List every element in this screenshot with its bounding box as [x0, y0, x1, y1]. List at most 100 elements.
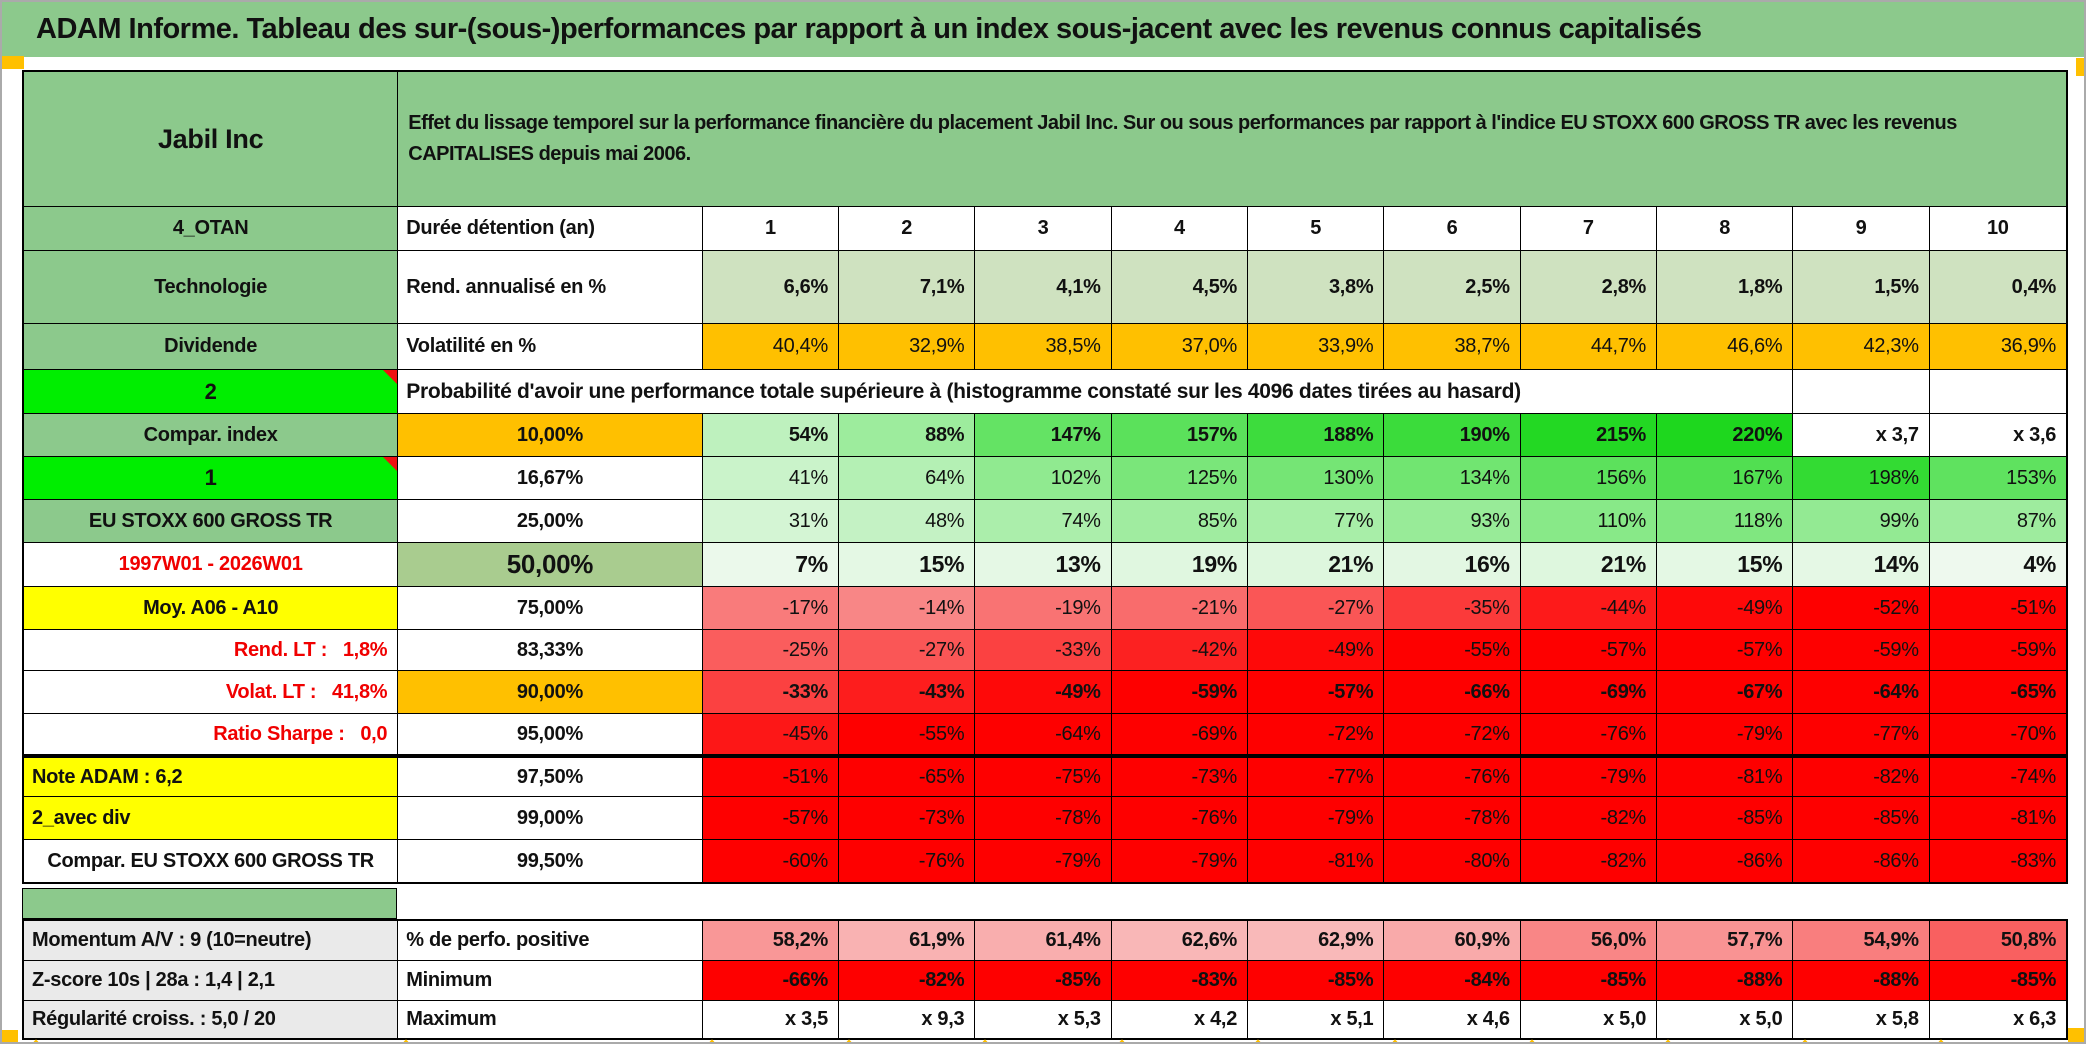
- value-cell[interactable]: 62,9%: [1248, 921, 1385, 961]
- value-cell[interactable]: -51%: [1929, 587, 2066, 630]
- value-cell[interactable]: 2: [839, 207, 976, 251]
- value-cell[interactable]: -33%: [702, 671, 839, 714]
- value-cell[interactable]: 32,9%: [838, 324, 976, 370]
- row-label-cell[interactable]: Technologie: [24, 251, 399, 324]
- value-cell[interactable]: 13%: [975, 543, 1112, 587]
- value-cell[interactable]: -57%: [702, 797, 839, 840]
- value-cell[interactable]: 16%: [1384, 543, 1521, 587]
- value-cell[interactable]: -60%: [702, 840, 839, 882]
- value-cell[interactable]: 48%: [838, 500, 976, 543]
- value-cell[interactable]: -85%: [1929, 961, 2066, 1001]
- threshold-cell[interactable]: 50,00%: [398, 543, 703, 587]
- value-cell[interactable]: 118%: [1657, 500, 1794, 543]
- value-cell[interactable]: 110%: [1520, 500, 1658, 543]
- value-cell[interactable]: -51%: [702, 755, 839, 797]
- value-cell[interactable]: -59%: [1793, 630, 1930, 671]
- value-cell[interactable]: 15%: [838, 543, 976, 587]
- value-cell[interactable]: -88%: [1793, 961, 1930, 1001]
- value-cell[interactable]: 1,8%: [1657, 251, 1794, 324]
- value-cell[interactable]: -86%: [1793, 840, 1930, 882]
- value-cell[interactable]: 61,9%: [838, 921, 976, 961]
- value-cell[interactable]: 6,6%: [702, 251, 839, 324]
- value-cell[interactable]: -67%: [1657, 671, 1794, 714]
- value-cell[interactable]: 4,5%: [1111, 251, 1248, 324]
- value-cell[interactable]: 4: [1111, 207, 1249, 251]
- value-cell[interactable]: -72%: [1384, 714, 1521, 755]
- value-cell[interactable]: 7: [1520, 207, 1657, 251]
- value-cell[interactable]: 93%: [1384, 500, 1521, 543]
- value-cell[interactable]: x 4,6: [1384, 1001, 1521, 1038]
- value-cell[interactable]: 0,4%: [1929, 251, 2066, 324]
- value-cell[interactable]: x 5,8: [1793, 1001, 1930, 1038]
- value-cell[interactable]: -77%: [1248, 755, 1385, 797]
- value-cell[interactable]: -76%: [1384, 755, 1521, 797]
- empty-cell[interactable]: [1793, 370, 1930, 414]
- value-cell[interactable]: -35%: [1384, 587, 1521, 630]
- value-cell[interactable]: -27%: [1247, 587, 1385, 630]
- value-cell[interactable]: 8: [1657, 207, 1794, 251]
- value-cell[interactable]: 87%: [1929, 500, 2066, 543]
- row-label-cell[interactable]: Rend. LT : 1,8%: [24, 630, 399, 671]
- value-cell[interactable]: -73%: [1111, 755, 1248, 797]
- value-cell[interactable]: -85%: [1793, 797, 1930, 840]
- value-cell[interactable]: 5: [1248, 207, 1385, 251]
- value-cell[interactable]: 10: [1929, 207, 2066, 251]
- value-cell[interactable]: x 3,6: [1929, 414, 2066, 457]
- empty-cell[interactable]: [1929, 370, 2066, 414]
- value-cell[interactable]: -69%: [1520, 671, 1658, 714]
- value-cell[interactable]: -79%: [1520, 755, 1658, 797]
- value-cell[interactable]: -82%: [1520, 797, 1658, 840]
- value-cell[interactable]: x 3,5: [702, 1001, 839, 1038]
- value-cell[interactable]: 60,9%: [1384, 921, 1521, 961]
- value-cell[interactable]: 134%: [1384, 457, 1521, 500]
- value-cell[interactable]: 57,7%: [1657, 921, 1794, 961]
- value-cell[interactable]: 102%: [975, 457, 1112, 500]
- value-cell[interactable]: -79%: [1111, 840, 1248, 882]
- value-cell[interactable]: -42%: [1111, 630, 1248, 671]
- value-cell[interactable]: 19%: [1111, 543, 1248, 587]
- value-cell[interactable]: -82%: [1520, 840, 1658, 882]
- value-cell[interactable]: -25%: [702, 630, 839, 671]
- value-cell[interactable]: 36,9%: [1929, 324, 2066, 370]
- value-cell[interactable]: x 4,2: [1111, 1001, 1249, 1038]
- separator-green-cell[interactable]: [22, 888, 397, 919]
- value-cell[interactable]: 4%: [1929, 543, 2066, 587]
- value-cell[interactable]: 157%: [1111, 414, 1248, 457]
- metric-label-cell[interactable]: Minimum: [398, 961, 703, 1001]
- value-cell[interactable]: x 5,1: [1248, 1001, 1385, 1038]
- value-cell[interactable]: -76%: [838, 840, 976, 882]
- threshold-cell[interactable]: 99,00%: [398, 797, 703, 840]
- value-cell[interactable]: 33,9%: [1248, 324, 1385, 370]
- value-cell[interactable]: 2,5%: [1384, 251, 1521, 324]
- value-cell[interactable]: -88%: [1657, 961, 1794, 1001]
- threshold-cell[interactable]: 95,00%: [398, 714, 703, 755]
- threshold-cell[interactable]: 83,33%: [398, 630, 703, 671]
- value-cell[interactable]: -81%: [1247, 840, 1385, 882]
- value-cell[interactable]: -76%: [1111, 797, 1248, 840]
- threshold-cell[interactable]: 16,67%: [398, 457, 703, 500]
- metric-label-cell[interactable]: Durée détention (an): [398, 207, 703, 251]
- value-cell[interactable]: -70%: [1929, 714, 2066, 755]
- row-label-cell[interactable]: EU STOXX 600 GROSS TR: [24, 500, 399, 543]
- value-cell[interactable]: -73%: [838, 797, 976, 840]
- value-cell[interactable]: -79%: [1657, 714, 1794, 755]
- value-cell[interactable]: -75%: [975, 755, 1112, 797]
- row-label-cell[interactable]: Z-score 10s | 28a : 1,4 | 2,1: [24, 961, 399, 1001]
- value-cell[interactable]: 167%: [1657, 457, 1794, 500]
- value-cell[interactable]: 42,3%: [1793, 324, 1930, 370]
- value-cell[interactable]: 1: [702, 207, 840, 251]
- value-cell[interactable]: -55%: [1384, 630, 1521, 671]
- value-cell[interactable]: 54%: [702, 414, 839, 457]
- value-cell[interactable]: -45%: [702, 714, 839, 755]
- value-cell[interactable]: -79%: [975, 840, 1112, 882]
- threshold-cell[interactable]: 10,00%: [398, 414, 703, 457]
- value-cell[interactable]: -79%: [1248, 797, 1385, 840]
- value-cell[interactable]: -83%: [1929, 840, 2066, 882]
- value-cell[interactable]: -27%: [838, 630, 976, 671]
- value-cell[interactable]: 6: [1384, 207, 1521, 251]
- value-cell[interactable]: -66%: [1384, 671, 1521, 714]
- value-cell[interactable]: 21%: [1247, 543, 1385, 587]
- value-cell[interactable]: -76%: [1520, 714, 1658, 755]
- value-cell[interactable]: -78%: [975, 797, 1112, 840]
- value-cell[interactable]: -85%: [1657, 797, 1794, 840]
